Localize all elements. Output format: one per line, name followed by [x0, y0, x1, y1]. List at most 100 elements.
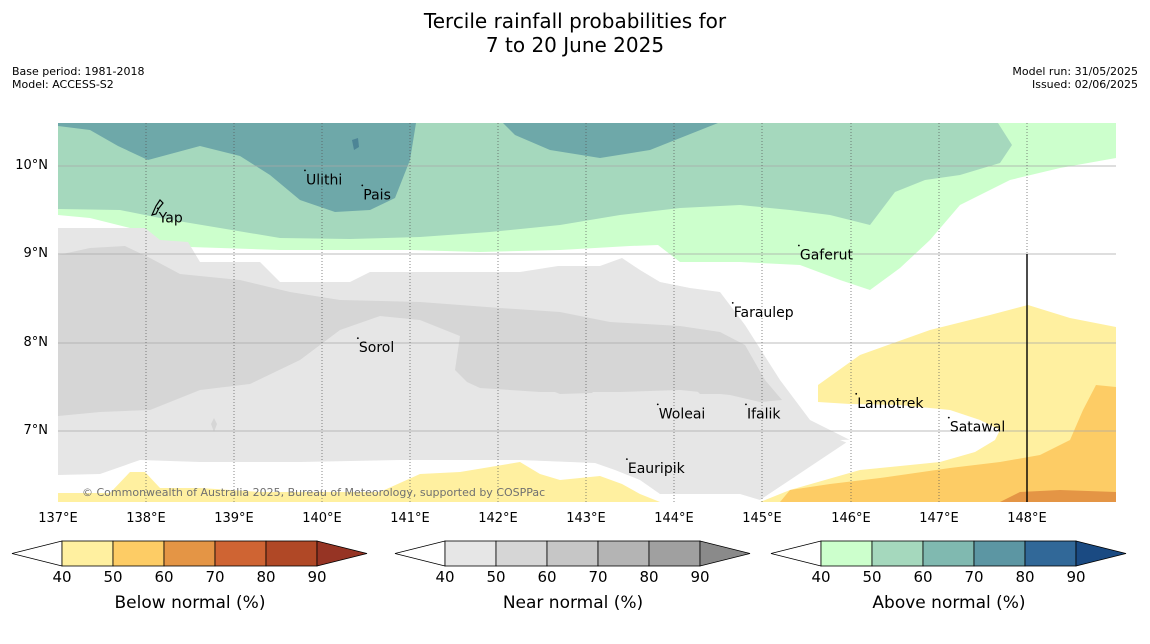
below-colorbar-segment — [265, 540, 318, 567]
near-colorbar-segment — [495, 540, 548, 567]
lon-label-148e: 148°E — [1007, 511, 1047, 526]
place-label-woleai: Woleai — [659, 406, 706, 422]
near-normal-50-60-region — [58, 246, 782, 416]
lon-label-142e: 142°E — [478, 511, 518, 526]
above-normal-60-70-region — [58, 123, 416, 212]
place-label-yap: Yap — [158, 210, 183, 226]
below-colorbar-segment — [214, 540, 267, 567]
lat-label-8n: 8°N — [23, 335, 49, 350]
below-colorbar-segment — [163, 540, 216, 567]
below-colorbar-over-arrow — [316, 540, 368, 567]
place-label-ulithi: Ulithi — [306, 172, 342, 188]
title-line-1: Tercile rainfall probabilities for — [423, 9, 727, 33]
place-label-faraulep: Faraulep — [734, 305, 794, 321]
above-colorbar-tick: 40 — [811, 568, 830, 586]
place-marker-yap — [156, 207, 159, 210]
below-colorbar-tick: 40 — [52, 568, 71, 586]
place-marker-gaferut — [797, 244, 800, 247]
place-marker-faraulep — [731, 301, 734, 304]
near-colorbar-over-arrow — [699, 540, 751, 567]
place-labels: Ulithi Pais Yap Gaferut Faraulep Sorol Lamotre… — [156, 169, 1005, 477]
place-marker-satawal — [947, 416, 950, 419]
near-colorbar-tick: 60 — [537, 568, 556, 586]
place-marker-ifalik — [745, 403, 747, 406]
lon-label-138e: 138°E — [126, 511, 166, 526]
place-label-gaferut: Gaferut — [800, 247, 854, 263]
meta-left: Base period: 1981-2018 Model: ACCESS-S2 — [12, 65, 144, 91]
place-marker-pais — [361, 184, 364, 187]
place-label-satawal: Satawal — [950, 420, 1005, 436]
white-notch-south — [840, 436, 990, 444]
above-colorbar-segment — [973, 540, 1026, 567]
lon-label-137e: 137°E — [38, 511, 78, 526]
place-label-sorol: Sorol — [359, 340, 394, 356]
lat-label-10n: 10°N — [15, 158, 48, 173]
near-colorbar-tick: 70 — [588, 568, 607, 586]
place-marker-ulithi — [304, 169, 306, 172]
near-normal-50-60-blob — [545, 384, 598, 394]
above-normal-label: Above normal (%) — [872, 593, 1026, 613]
copyright-text: © Commonwealth of Australia 2025, Bureau… — [82, 486, 545, 499]
near-colorbar-segment — [546, 540, 599, 567]
near-colorbar-segment — [597, 540, 650, 567]
near-colorbar-tick: 40 — [435, 568, 454, 586]
above-normal-60-70-region-east — [503, 123, 718, 158]
below-normal-50-60-region — [780, 385, 1116, 502]
place-marker-woleai — [656, 403, 659, 406]
below-normal-60-70-region — [1000, 490, 1116, 502]
place-label-lamotrek: Lamotrek — [857, 396, 924, 412]
model-name: Model: ACCESS-S2 — [12, 78, 114, 91]
place-marker-lamotrek — [855, 392, 858, 395]
below-colorbar-tick: 90 — [307, 568, 326, 586]
below-colorbar-tick: 50 — [103, 568, 122, 586]
above-colorbar-tick: 90 — [1066, 568, 1085, 586]
near-normal-colorbar: 40 50 60 70 80 90 — [394, 540, 751, 586]
above-colorbar-tick: 60 — [913, 568, 932, 586]
near-normal-label: Near normal (%) — [502, 593, 644, 613]
lon-label-141e: 141°E — [390, 511, 430, 526]
above-colorbar-segment — [1024, 540, 1077, 567]
title-line-2: 7 to 20 June 2025 — [485, 33, 665, 57]
lon-label-140e: 140°E — [302, 511, 342, 526]
below-colorbar-under-arrow — [11, 540, 63, 567]
lon-label-146e: 146°E — [831, 511, 871, 526]
probability-fields — [58, 123, 1116, 502]
above-colorbar-segment — [871, 540, 924, 567]
place-label-pais: Pais — [363, 187, 391, 203]
lon-label-145e: 145°E — [742, 511, 782, 526]
below-colorbar-tick: 70 — [205, 568, 224, 586]
place-marker-sorol — [356, 337, 359, 340]
below-colorbar-tick: 60 — [154, 568, 173, 586]
above-colorbar-tick: 50 — [862, 568, 881, 586]
lon-label-144e: 144°E — [654, 511, 694, 526]
above-colorbar-segment — [922, 540, 975, 567]
page-title: Tercile rainfall probabilities for 7 to … — [0, 9, 1150, 57]
lon-label-139e: 139°E — [214, 511, 254, 526]
below-normal-colorbar: 40 50 60 70 80 90 — [11, 540, 368, 586]
above-colorbar-under-arrow — [770, 540, 822, 567]
near-colorbar-under-arrow — [394, 540, 446, 567]
lat-label-9n: 9°N — [23, 246, 49, 261]
yap-island-shape — [150, 199, 164, 216]
above-colorbar-segment — [820, 540, 873, 567]
near-normal-50-60-blob-2 — [690, 380, 732, 394]
below-normal-40-50-region-south — [58, 462, 660, 502]
near-colorbar-tick: 80 — [639, 568, 658, 586]
near-colorbar-segment — [444, 540, 497, 567]
model-run: Model run: 31/05/2025 — [1012, 65, 1138, 78]
above-colorbar-tick: 80 — [1015, 568, 1034, 586]
issued-date: Issued: 02/06/2025 — [1031, 78, 1138, 91]
place-label-eauripik: Eauripik — [628, 461, 686, 477]
meta-right: Model run: 31/05/2025 Issued: 02/06/2025 — [1012, 65, 1138, 91]
above-colorbar-tick: 70 — [964, 568, 983, 586]
lon-label-143e: 143°E — [566, 511, 606, 526]
below-colorbar-segment — [112, 540, 165, 567]
place-marker-eauripik — [625, 458, 628, 461]
below-colorbar-tick: 80 — [256, 568, 275, 586]
above-normal-70-80-spot — [352, 138, 359, 150]
above-colorbar-over-arrow — [1075, 540, 1127, 567]
near-colorbar-segment — [648, 540, 701, 567]
place-label-ifalik: Ifalik — [747, 406, 781, 422]
above-normal-colorbar: 40 50 60 70 80 90 — [770, 540, 1127, 586]
